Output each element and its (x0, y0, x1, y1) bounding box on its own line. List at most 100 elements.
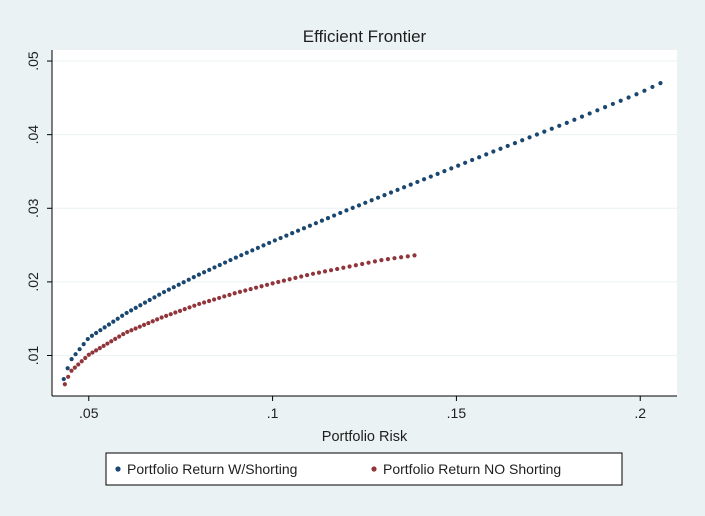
data-point (587, 111, 592, 116)
data-point (360, 261, 365, 267)
data-point (435, 171, 440, 176)
data-point (341, 265, 346, 270)
data-point (89, 333, 95, 338)
data-point (267, 240, 272, 246)
legend-box (105, 452, 623, 486)
data-point (287, 277, 292, 282)
data-point (98, 328, 103, 333)
data-point (379, 258, 384, 263)
data-point (106, 322, 112, 327)
y-tick-label: .02 (25, 272, 41, 292)
data-point (157, 292, 162, 297)
data-point (150, 319, 155, 324)
data-point (610, 101, 615, 107)
data-point (176, 282, 181, 287)
data-point (102, 325, 107, 330)
data-point (186, 277, 191, 282)
data-point (385, 257, 391, 262)
legend-marker-no-shorting (371, 466, 377, 472)
data-point (69, 357, 74, 362)
data-point (77, 347, 82, 352)
data-point (187, 305, 192, 310)
data-point (129, 308, 134, 313)
data-point (202, 300, 207, 305)
data-point (338, 210, 343, 216)
data-point (626, 95, 631, 100)
data-point (97, 346, 102, 351)
data-point (141, 322, 147, 327)
data-point (233, 255, 238, 260)
x-tick-label: .15 (447, 405, 467, 421)
data-point (276, 279, 281, 285)
data-point (121, 331, 126, 337)
data-point (244, 250, 249, 255)
series-no-shorting (62, 253, 417, 387)
data-point (173, 310, 178, 315)
data-point (207, 267, 212, 272)
series-layer (61, 81, 663, 387)
data-point (65, 366, 70, 371)
data-point (69, 368, 74, 373)
data-point (415, 179, 420, 185)
data-point (572, 117, 577, 122)
data-point (304, 272, 310, 278)
data-point (618, 98, 623, 103)
data-point (290, 231, 295, 236)
x-tick-label: .1 (267, 405, 279, 421)
chart-title: Efficient Frontier (303, 27, 427, 46)
data-point (505, 143, 510, 149)
data-point (658, 81, 663, 86)
data-point (313, 221, 318, 226)
data-point (650, 84, 655, 90)
data-point (369, 198, 374, 203)
data-point (253, 285, 259, 290)
data-point (520, 138, 525, 143)
data-point (255, 245, 260, 250)
data-point (412, 253, 417, 258)
data-point (484, 152, 489, 157)
data-point (81, 342, 86, 347)
data-point (259, 284, 264, 289)
data-point (227, 292, 232, 297)
data-point (534, 132, 540, 137)
legend-label-no-shorting: Portfolio Return NO Shorting (383, 461, 561, 477)
data-point (83, 355, 88, 361)
data-point (243, 288, 248, 293)
data-point (196, 272, 202, 277)
data-point (250, 248, 255, 253)
data-point (191, 275, 196, 280)
data-point (375, 195, 381, 200)
data-point (115, 316, 120, 321)
data-point (281, 278, 287, 283)
data-point (366, 260, 371, 265)
data-point (527, 135, 532, 140)
data-point (408, 182, 413, 187)
y-tick-label: .05 (25, 51, 41, 71)
data-point (62, 382, 67, 387)
data-point (456, 163, 461, 168)
data-point (335, 266, 340, 272)
data-point (155, 317, 160, 322)
data-point (239, 253, 244, 258)
x-tick-label: .05 (79, 405, 99, 421)
y-tick-label: .03 (25, 198, 41, 218)
data-point (85, 336, 90, 342)
data-point (642, 88, 647, 93)
y-axis-ticks: .01 .02 .03 .04 .05 (25, 51, 52, 365)
legend-label-with-shorting: Portfolio Return W/Shorting (127, 461, 297, 477)
data-point (181, 280, 186, 285)
data-point (159, 315, 164, 320)
data-point (477, 155, 482, 160)
data-point (101, 343, 106, 348)
data-point (602, 105, 608, 110)
data-point (133, 305, 138, 310)
data-point (61, 376, 66, 382)
data-point (428, 174, 433, 179)
data-point (217, 295, 222, 301)
data-point (272, 238, 277, 243)
data-point (356, 203, 362, 208)
data-point (105, 341, 110, 346)
data-point (72, 365, 77, 370)
data-point (449, 166, 454, 171)
data-point (395, 187, 400, 192)
